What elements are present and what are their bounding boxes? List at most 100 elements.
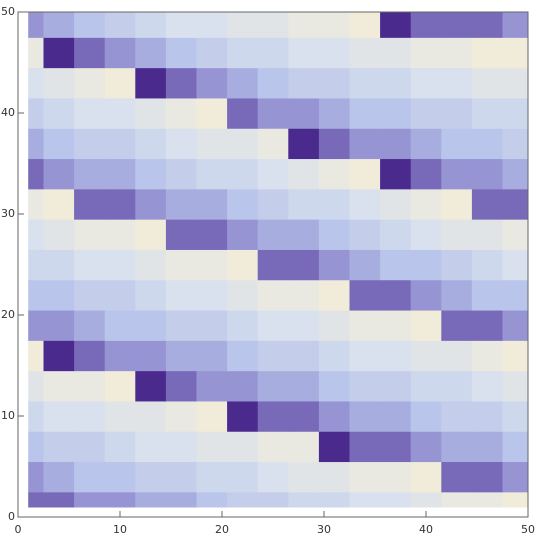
heat-cell — [471, 309, 504, 341]
heat-cell — [257, 431, 289, 463]
x-tick-label: 10 — [113, 523, 127, 536]
heat-cell — [380, 128, 412, 160]
heat-cell — [74, 188, 106, 220]
heat-cell — [196, 188, 228, 220]
heat-cell — [471, 431, 504, 463]
heat-cell — [380, 309, 412, 341]
heat-cell — [471, 158, 504, 190]
heat-cell — [165, 400, 198, 432]
y-tick-label: 0 — [8, 510, 15, 523]
heat-cell — [288, 12, 320, 38]
heat-cell — [227, 340, 259, 372]
heat-cell — [441, 158, 473, 190]
plot-frame — [17, 11, 529, 518]
heat-cell — [288, 370, 320, 402]
heat-cell — [28, 370, 45, 402]
heat-cell — [318, 128, 351, 160]
heat-cell — [410, 12, 442, 38]
heat-cell — [43, 67, 75, 99]
heat-cell — [257, 370, 289, 402]
heat-cell — [196, 461, 228, 493]
heat-cell — [43, 158, 75, 190]
heat-cell — [349, 370, 381, 402]
heat-cell — [227, 491, 259, 508]
heat-cell — [43, 97, 75, 129]
heat-cell — [257, 188, 289, 220]
y-tick-label: 10 — [1, 409, 15, 422]
heat-cell — [288, 219, 320, 250]
heat-cell — [104, 491, 136, 508]
heat-cell — [196, 158, 228, 190]
heat-cell — [135, 37, 167, 69]
heat-cell — [257, 219, 289, 250]
heat-cell — [74, 249, 106, 281]
heat-cell — [165, 279, 198, 311]
heat-cell — [318, 12, 351, 38]
heat-cell — [380, 461, 412, 493]
heat-cell — [318, 461, 351, 493]
heat-cell — [43, 400, 75, 432]
heat-cell — [288, 461, 320, 493]
heat-cell — [502, 67, 528, 99]
heat-cell — [135, 309, 167, 341]
heat-cell — [257, 279, 289, 311]
heat-cell — [441, 37, 473, 69]
heat-cell — [43, 309, 75, 341]
y-tick-label: 50 — [1, 5, 15, 18]
heat-cell — [471, 97, 504, 129]
heat-cell — [410, 400, 442, 432]
heat-cell — [502, 340, 528, 372]
heat-cell — [380, 370, 412, 402]
y-tick-label: 30 — [1, 207, 15, 220]
heat-cell — [257, 158, 289, 190]
heat-cell — [135, 97, 167, 129]
heat-cell — [471, 219, 504, 250]
heatmap-cells — [28, 12, 528, 508]
heat-cell — [318, 67, 351, 99]
heat-cell — [165, 158, 198, 190]
heat-cell — [318, 219, 351, 250]
heat-cell — [410, 461, 442, 493]
heat-cell — [104, 12, 136, 38]
heat-cell — [288, 279, 320, 311]
heat-cell — [502, 97, 528, 129]
heat-cell — [257, 400, 289, 432]
heat-cell — [502, 128, 528, 160]
heat-cell — [471, 279, 504, 311]
heat-cell — [104, 128, 136, 160]
heat-cell — [227, 219, 259, 250]
heat-cell — [380, 37, 412, 69]
heat-cell — [318, 97, 351, 129]
heat-cell — [318, 491, 351, 508]
heat-cell — [349, 188, 381, 220]
heat-cell — [257, 128, 289, 160]
heat-cell — [502, 309, 528, 341]
heat-cell — [441, 128, 473, 160]
heat-cell — [257, 461, 289, 493]
heat-cell — [380, 97, 412, 129]
heat-cell — [43, 37, 75, 69]
heat-cell — [28, 340, 45, 372]
heat-cell — [349, 128, 381, 160]
heat-cell — [74, 461, 106, 493]
heat-cell — [441, 188, 473, 220]
heat-cell — [410, 431, 442, 463]
heat-cell — [502, 461, 528, 493]
heat-cell — [380, 279, 412, 311]
heat-cell — [502, 188, 528, 220]
heat-cell — [28, 431, 45, 463]
heat-cell — [227, 370, 259, 402]
x-tick-label: 30 — [317, 523, 331, 536]
heat-cell — [227, 37, 259, 69]
heat-cell — [28, 400, 45, 432]
heat-cell — [441, 491, 473, 508]
heat-cell — [165, 309, 198, 341]
heat-cell — [227, 279, 259, 311]
heat-cell — [502, 431, 528, 463]
heat-cell — [196, 340, 228, 372]
heat-cell — [380, 67, 412, 99]
heat-cell — [349, 340, 381, 372]
heat-cell — [441, 340, 473, 372]
heat-cell — [227, 12, 259, 38]
heat-cell — [227, 67, 259, 99]
